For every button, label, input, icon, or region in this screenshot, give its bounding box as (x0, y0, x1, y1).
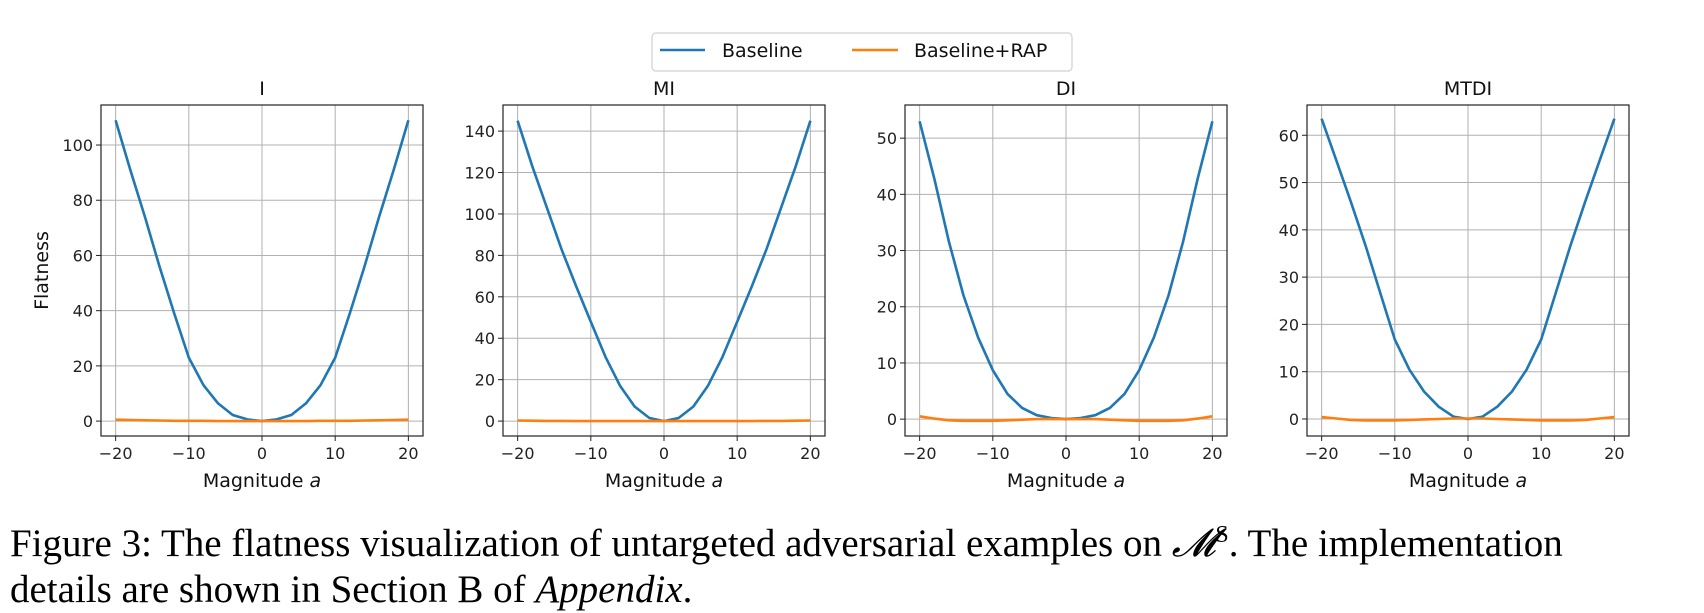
y-tick-label: 140 (464, 122, 495, 141)
axes-frame (502, 104, 826, 437)
subplot-title: MI (653, 78, 675, 100)
x-tick-label: 10 (727, 444, 747, 463)
caption-appendix: Appendix (535, 568, 683, 611)
legend-box (651, 32, 1073, 72)
x-tick-label: 0 (1463, 444, 1473, 463)
x-tick-label: −10 (172, 444, 206, 463)
x-tick-label: 0 (1061, 444, 1071, 463)
series-line-baseline-rap (115, 418, 409, 423)
y-tick-label: 60 (1279, 126, 1299, 145)
x-tick-label: 20 (800, 444, 820, 463)
subplot-di: −20 −10 0 10 20 0 10 20 30 40 50 DI Magnitude a (877, 78, 1228, 492)
y-tick-label: 40 (475, 329, 495, 348)
figure-caption: Figure 3: The flatness visualization of … (10, 512, 1563, 613)
x-axis-label: Magnitude a (203, 470, 321, 492)
axes-frame (1306, 104, 1630, 437)
subplot-title: MTDI (1444, 78, 1492, 100)
math-superscript: S (1215, 522, 1229, 548)
x-tick-label: −10 (574, 444, 608, 463)
x-axis-label: Magnitude a (1007, 470, 1125, 492)
y-axis-label: Flatness (31, 231, 53, 310)
y-tick-label: 60 (475, 288, 495, 307)
y-tick-label: 30 (877, 242, 897, 261)
y-tick-label: 20 (73, 357, 93, 376)
y-tick-label: 20 (475, 371, 495, 390)
y-tick-label: 0 (887, 410, 897, 429)
y-tick-label: 50 (1279, 174, 1299, 193)
y-tick-label: 80 (475, 246, 495, 265)
x-axis-label: Magnitude a (1409, 470, 1527, 492)
y-tick-label: 30 (1279, 268, 1299, 287)
subplot-i: −20 −10 0 10 20 0 20 40 60 80 100 I Magnitude a Flatn… (31, 78, 424, 492)
legend-label-baseline: Baseline (722, 40, 803, 62)
subplot-mi: −20 −10 0 10 20 0 20 40 60 80 100 120 140 MI Magnitude… (464, 78, 826, 492)
y-tick-label: 20 (1279, 315, 1299, 334)
x-tick-label: −20 (903, 444, 937, 463)
x-axis-label: Magnitude a (605, 470, 723, 492)
x-tick-label: 20 (398, 444, 418, 463)
y-tick-label: 100 (464, 205, 495, 224)
legend: Baseline Baseline+RAP (651, 32, 1073, 72)
y-tick-label: 50 (877, 129, 897, 148)
y-tick-label: 0 (485, 412, 495, 431)
series-line-baseline-rap (1321, 415, 1615, 422)
x-tick-label: 20 (1604, 444, 1624, 463)
y-tick-label: 10 (877, 354, 897, 373)
y-tick-label: 20 (877, 298, 897, 317)
x-tick-label: −10 (1378, 444, 1412, 463)
x-tick-label: 10 (1129, 444, 1149, 463)
y-tick-label: 0 (83, 412, 93, 431)
math-symbol: 𝓜 (1171, 521, 1216, 566)
subplot-title: DI (1056, 78, 1076, 100)
x-tick-label: −20 (99, 444, 133, 463)
x-tick-label: 0 (257, 444, 267, 463)
x-tick-label: 10 (1531, 444, 1551, 463)
y-tick-label: 40 (1279, 221, 1299, 240)
axes-frame (904, 104, 1228, 437)
y-tick-label: 80 (73, 191, 93, 210)
y-tick-label: 100 (62, 136, 93, 155)
x-tick-label: 10 (325, 444, 345, 463)
caption-line-1: Figure 3: The flatness visualization of … (10, 521, 1563, 566)
y-tick-label: 40 (877, 185, 897, 204)
y-tick-label: 10 (1279, 363, 1299, 382)
x-tick-label: 20 (1202, 444, 1222, 463)
series-line-baseline-rap (919, 415, 1213, 423)
legend-label-baseline-rap: Baseline+RAP (914, 40, 1047, 62)
x-tick-label: −20 (1305, 444, 1339, 463)
caption-line-2: details are shown in Section B of Append… (10, 568, 693, 611)
subplot-title: I (259, 78, 265, 100)
y-tick-label: 120 (464, 164, 495, 183)
y-tick-label: 60 (73, 246, 93, 265)
subplot-mtdi: −20 −10 0 10 20 0 10 20 30 40 50 60 MTDI Magnitude a (1279, 78, 1630, 492)
y-tick-label: 40 (73, 302, 93, 321)
axes-frame (100, 104, 424, 437)
x-tick-label: −10 (976, 444, 1010, 463)
x-tick-label: 0 (659, 444, 669, 463)
x-tick-label: −20 (501, 444, 535, 463)
y-tick-label: 0 (1289, 410, 1299, 429)
series-line-baseline-rap (517, 419, 811, 423)
